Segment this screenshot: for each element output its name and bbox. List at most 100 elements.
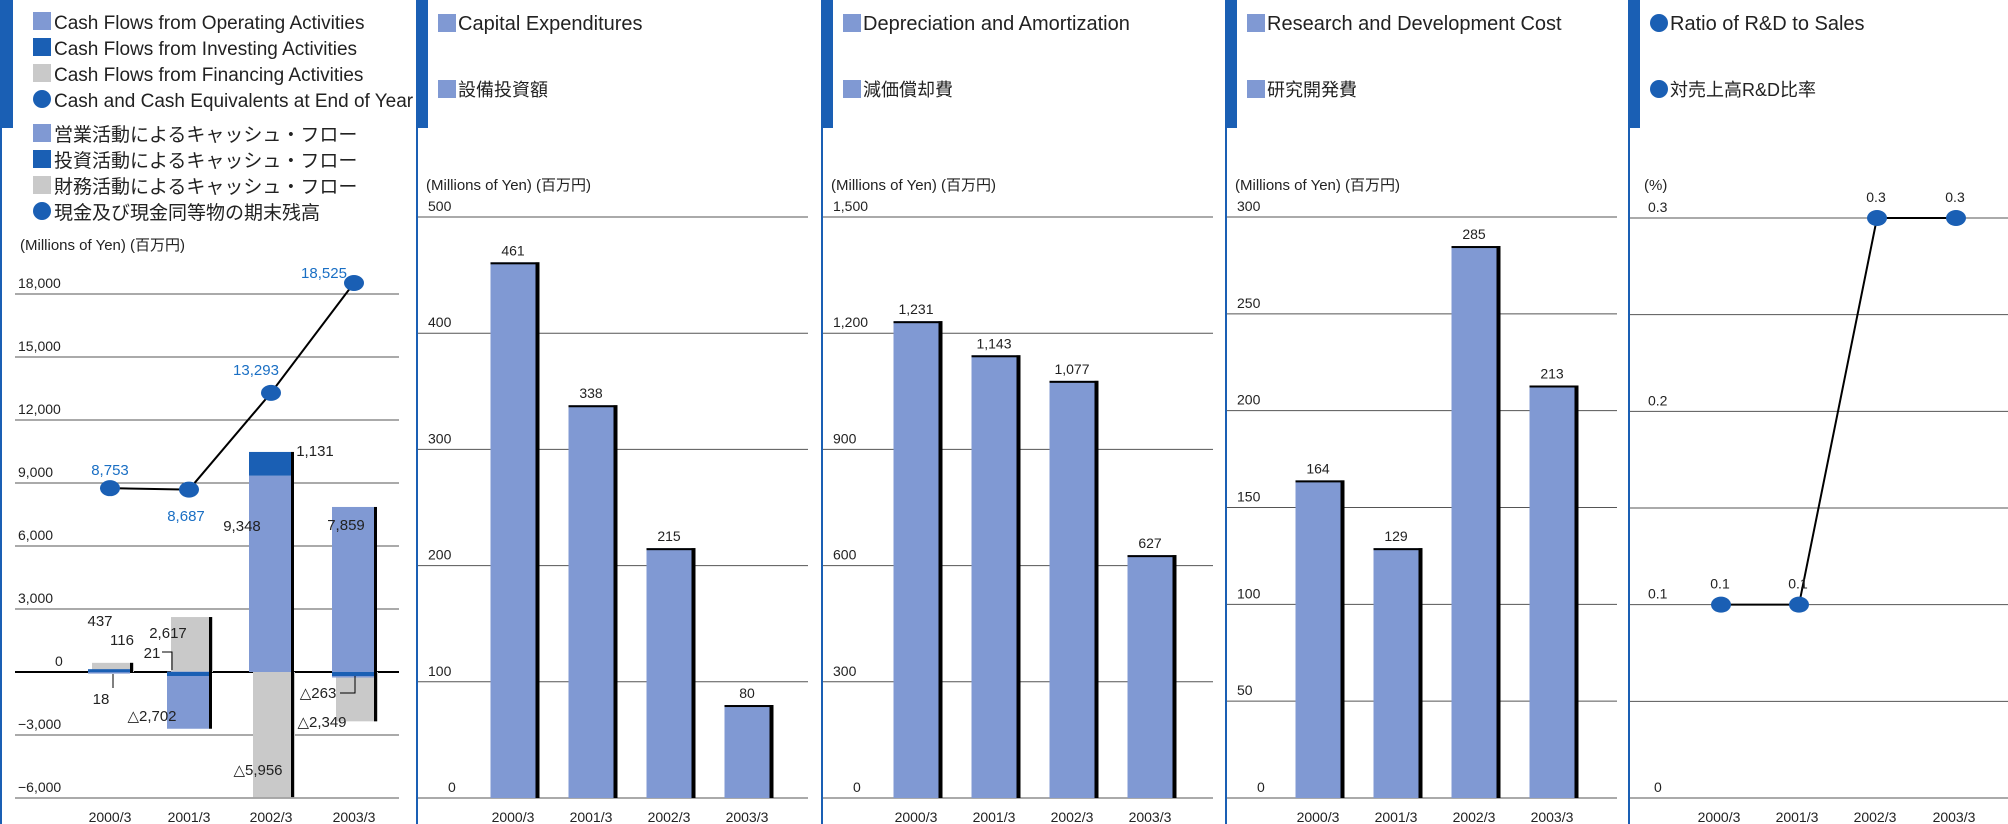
bar-shadow-4 <box>374 506 377 722</box>
value-label-4: 0.3 <box>1945 189 1965 205</box>
financing-value-label-4: △2,349 <box>297 714 346 731</box>
value-label-4: 213 <box>1540 365 1564 381</box>
legend-label-6: 投資活動によるキャッシュ・フロー <box>54 150 357 172</box>
legend-marker-8 <box>33 202 51 220</box>
panel-left-rule-5 <box>1628 128 1630 824</box>
unit-label: (Millions of Yen) (百万円) <box>1235 177 1400 194</box>
y-tick-label-1: 500 <box>428 198 452 214</box>
y-tick-label-3: 200 <box>1237 392 1261 408</box>
x-tick-label-1: 2000/3 <box>492 809 535 824</box>
x-tick-label-2: 2001/3 <box>570 809 613 824</box>
x-tick-label-3: 2002/3 <box>1854 809 1897 824</box>
y-tick-label-2: 400 <box>428 314 452 330</box>
chart-subtitle: 設備投資額 <box>458 80 548 100</box>
bar-top-edge-2 <box>568 405 618 408</box>
investing-value-label-4: △263 <box>300 685 337 702</box>
x-tick-label-4: 2003/3 <box>1129 809 1172 824</box>
chart-title: Depreciation and Amortization <box>863 13 1130 35</box>
bar-3 <box>1451 246 1497 799</box>
investing-value-label-3: 1,131 <box>296 443 334 460</box>
operating-bar-3 <box>249 475 291 672</box>
y-tick-label-5: 100 <box>428 663 452 679</box>
y-tick-label-8: −3,000 <box>18 716 61 732</box>
title-marker <box>438 14 456 32</box>
financing-bar-4 <box>336 672 378 722</box>
y-tick-label-7: 0 <box>1257 779 1265 795</box>
legend-marker-4 <box>33 90 51 108</box>
bar-shadow-2 <box>209 617 212 729</box>
investing-value-label-1: 116 <box>110 632 134 649</box>
ratio-line <box>1721 217 1956 606</box>
ratio-point-2 <box>1789 596 1809 613</box>
legend-label-2: Cash Flows from Investing Activities <box>54 39 357 60</box>
chart-title: Research and Development Cost <box>1267 13 1562 35</box>
x-tick-label-3: 2002/3 <box>648 809 691 824</box>
value-label-1: 164 <box>1306 460 1330 476</box>
bar-top-edge-1 <box>893 321 943 324</box>
y-tick-label-3: 300 <box>428 430 452 446</box>
value-label-4: 627 <box>1138 535 1162 551</box>
y-tick-label-6: 3,000 <box>18 590 53 606</box>
panel-accent-bar-5 <box>1628 0 1640 128</box>
bar-1 <box>1295 480 1341 798</box>
cash-value-label-3: 13,293 <box>233 362 279 379</box>
bar-shadow-3 <box>1496 246 1501 799</box>
bar-top-edge-4 <box>724 705 774 708</box>
cash-point-1 <box>100 480 120 497</box>
bar-2 <box>568 405 614 798</box>
value-label-1: 1,231 <box>898 301 933 317</box>
cash-point-3 <box>261 384 281 401</box>
financing-bar-2 <box>171 617 213 672</box>
y-tick-label-6: 0 <box>448 779 456 795</box>
investing-bar-2 <box>167 672 209 729</box>
bar-shadow-4 <box>1574 385 1579 798</box>
y-tick-label-2: 0.2 <box>1648 392 1668 408</box>
panel-accent-bar-3 <box>821 0 833 128</box>
financing-bar-1 <box>92 662 134 672</box>
bar-shadow-1 <box>1340 480 1345 798</box>
bar-top-edge-2 <box>971 355 1021 358</box>
x-tick-label-1: 2000/3 <box>895 809 938 824</box>
bar-shadow-3 <box>691 548 696 798</box>
x-tick-label-2: 2001/3 <box>1375 809 1418 824</box>
chart-subtitle: 研究開発費 <box>1267 80 1357 100</box>
value-label-1: 461 <box>501 242 525 258</box>
x-tick-label-4: 2003/3 <box>1933 809 1976 824</box>
y-tick-label-2: 1,200 <box>833 314 868 330</box>
bar-shadow-3 <box>291 451 294 798</box>
investing-bar-edge-2 <box>167 672 209 676</box>
operating-bar-4 <box>332 506 374 672</box>
operating-bar-1 <box>88 671 130 674</box>
value-label-4: 80 <box>739 685 755 701</box>
y-tick-label-4: 200 <box>428 547 452 563</box>
y-tick-label-3: 0.1 <box>1648 586 1668 602</box>
panel-left-rule-2 <box>416 128 418 824</box>
y-tick-label-4: 150 <box>1237 489 1261 505</box>
y-tick-label-6: 50 <box>1237 682 1253 698</box>
value-label-3: 0.3 <box>1866 189 1886 205</box>
y-tick-label-2: 250 <box>1237 295 1261 311</box>
panel-left-rule-1 <box>0 128 2 824</box>
ratio-point-3 <box>1867 210 1887 226</box>
x-tick-label-1: 2000/3 <box>89 809 132 824</box>
cash-line <box>109 282 355 491</box>
bar-shadow-4 <box>769 705 774 798</box>
legend-label-5: 営業活動によるキャッシュ・フロー <box>54 124 357 146</box>
title-marker <box>843 14 861 32</box>
bar-top-edge-4 <box>1529 385 1579 388</box>
cash-point-4 <box>344 274 364 291</box>
bar-4 <box>1529 385 1575 798</box>
bar-4 <box>724 705 770 798</box>
value-label-3: 1,077 <box>1054 361 1089 377</box>
title-marker <box>1247 14 1265 32</box>
investing-bar-3 <box>249 451 291 476</box>
bar-top-edge-3 <box>1451 246 1501 249</box>
financing-value-label-1: 437 <box>87 613 112 630</box>
panel-accent-bar-1 <box>0 0 13 128</box>
y-tick-label-3: 900 <box>833 430 857 446</box>
y-tick-label-1: 0.3 <box>1648 199 1668 215</box>
bar-top-edge-1 <box>1295 480 1345 483</box>
x-tick-label-2: 2001/3 <box>168 809 211 824</box>
y-tick-label-6: 0 <box>853 779 861 795</box>
legend-label-4: Cash and Cash Equivalents at End of Year <box>54 91 414 112</box>
